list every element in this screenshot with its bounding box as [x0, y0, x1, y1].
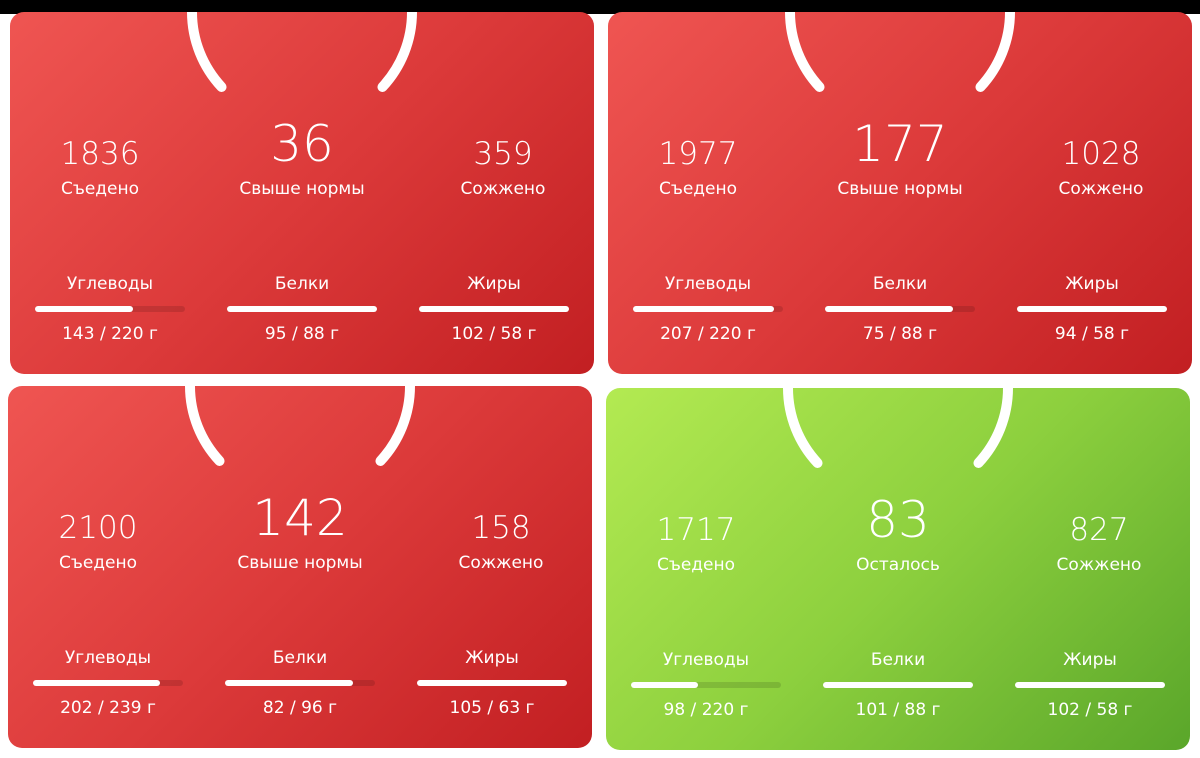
eaten-value: 1717 — [656, 512, 736, 548]
macro-name: Жиры — [1065, 274, 1119, 294]
macro-fill — [631, 682, 698, 688]
eaten-label: Съедено — [658, 179, 738, 199]
eaten-label: Съедено — [60, 179, 140, 199]
macro-amount: 102 / 58 г — [451, 324, 537, 344]
macro-fill — [35, 306, 133, 312]
top-strip — [0, 0, 1200, 14]
gauge — [187, 12, 417, 92]
burned-value: 359 — [473, 136, 533, 172]
macro-name: Белки — [272, 648, 328, 668]
macro-amount: 207 / 220 г — [660, 324, 756, 344]
center-value: 177 — [852, 115, 948, 173]
eaten-value: 1977 — [658, 136, 738, 172]
macro-name: Углеводы — [66, 274, 154, 294]
macro-track — [1015, 682, 1165, 688]
macro-fill — [1017, 306, 1167, 312]
macro-track — [227, 306, 377, 312]
center-value: 142 — [252, 489, 348, 547]
macro-amount: 102 / 58 г — [1047, 700, 1133, 720]
center-label: Свыше нормы — [837, 179, 963, 199]
macro-name: Углеводы — [662, 650, 750, 670]
summary-card: 2100 Съедено 142 Свыше нормы 158 Сожжено Углев… — [8, 386, 592, 748]
macro-fill — [823, 682, 973, 688]
macro-track — [33, 680, 183, 686]
macro-track — [823, 682, 973, 688]
burned-label: Сожжено — [1056, 555, 1142, 575]
summary-card: 1717 Съедено 83 Осталось 827 Сожжено Углеводы 9… — [606, 388, 1190, 750]
center-label: Свыше нормы — [237, 553, 363, 573]
macro-fill — [417, 680, 567, 686]
macro-fill — [225, 680, 354, 686]
macro-name: Углеводы — [664, 274, 752, 294]
center-label: Свыше нормы — [239, 179, 365, 199]
macro-name: Жиры — [465, 648, 519, 668]
macro-name: Белки — [872, 274, 928, 294]
macro-fill — [1015, 682, 1165, 688]
macro-track — [825, 306, 975, 312]
macro-amount: 98 / 220 г — [663, 700, 749, 720]
eaten-value: 1836 — [60, 136, 140, 172]
macro-fill — [33, 680, 160, 686]
summary-card: 1836 Съедено 36 Свыше нормы 359 Сожжено Углево… — [10, 12, 594, 374]
burned-value: 827 — [1069, 512, 1129, 548]
macro-name: Белки — [870, 650, 926, 670]
macro-track — [631, 682, 781, 688]
macro-amount: 94 / 58 г — [1054, 324, 1130, 344]
macro-amount: 101 / 88 г — [855, 700, 941, 720]
gauge-arc — [783, 388, 1013, 468]
gauge — [185, 386, 415, 466]
macro-track — [419, 306, 569, 312]
burned-label: Сожжено — [458, 553, 544, 573]
center-label: Осталось — [856, 555, 940, 575]
macro-track — [225, 680, 375, 686]
gauge — [785, 12, 1015, 92]
macro-amount: 143 / 220 г — [62, 324, 158, 344]
macro-fill — [825, 306, 953, 312]
macro-fill — [419, 306, 569, 312]
summary-card: 1977 Съедено 177 Свыше нормы 1028 Сожжено Угле… — [608, 12, 1192, 374]
macro-amount: 75 / 88 г — [862, 324, 938, 344]
burned-value: 1028 — [1061, 136, 1141, 172]
gauge-arc — [785, 12, 1015, 92]
macro-track — [35, 306, 185, 312]
macro-name: Углеводы — [64, 648, 152, 668]
macro-track — [633, 306, 783, 312]
macro-amount: 82 / 96 г — [262, 698, 338, 718]
gauge — [783, 388, 1013, 468]
eaten-value: 2100 — [58, 510, 138, 546]
macro-amount: 95 / 88 г — [264, 324, 340, 344]
macro-name: Жиры — [467, 274, 521, 294]
macro-fill — [633, 306, 775, 312]
gauge-arc — [185, 386, 415, 466]
burned-label: Сожжено — [1058, 179, 1144, 199]
macro-amount: 105 / 63 г — [449, 698, 535, 718]
macro-name: Белки — [274, 274, 330, 294]
eaten-label: Съедено — [656, 555, 736, 575]
macro-track — [417, 680, 567, 686]
eaten-label: Съедено — [58, 553, 138, 573]
center-value: 36 — [270, 115, 334, 173]
macro-name: Жиры — [1063, 650, 1117, 670]
burned-value: 158 — [471, 510, 531, 546]
burned-label: Сожжено — [460, 179, 546, 199]
macro-fill — [227, 306, 377, 312]
center-value: 83 — [866, 491, 930, 549]
macro-track — [1017, 306, 1167, 312]
gauge-arc — [187, 12, 417, 92]
macro-amount: 202 / 239 г — [60, 698, 156, 718]
